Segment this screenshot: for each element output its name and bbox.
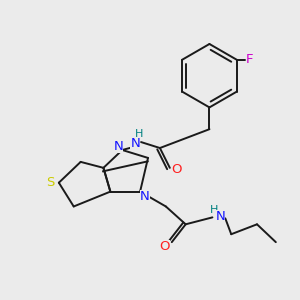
Text: F: F <box>246 53 253 66</box>
Text: H: H <box>210 206 219 215</box>
Text: N: N <box>130 136 140 150</box>
Text: N: N <box>140 190 150 203</box>
Text: O: O <box>160 240 170 253</box>
Text: N: N <box>113 140 123 152</box>
Text: O: O <box>172 163 182 176</box>
Text: H: H <box>135 129 143 139</box>
Text: S: S <box>46 176 54 189</box>
Text: N: N <box>215 210 225 223</box>
